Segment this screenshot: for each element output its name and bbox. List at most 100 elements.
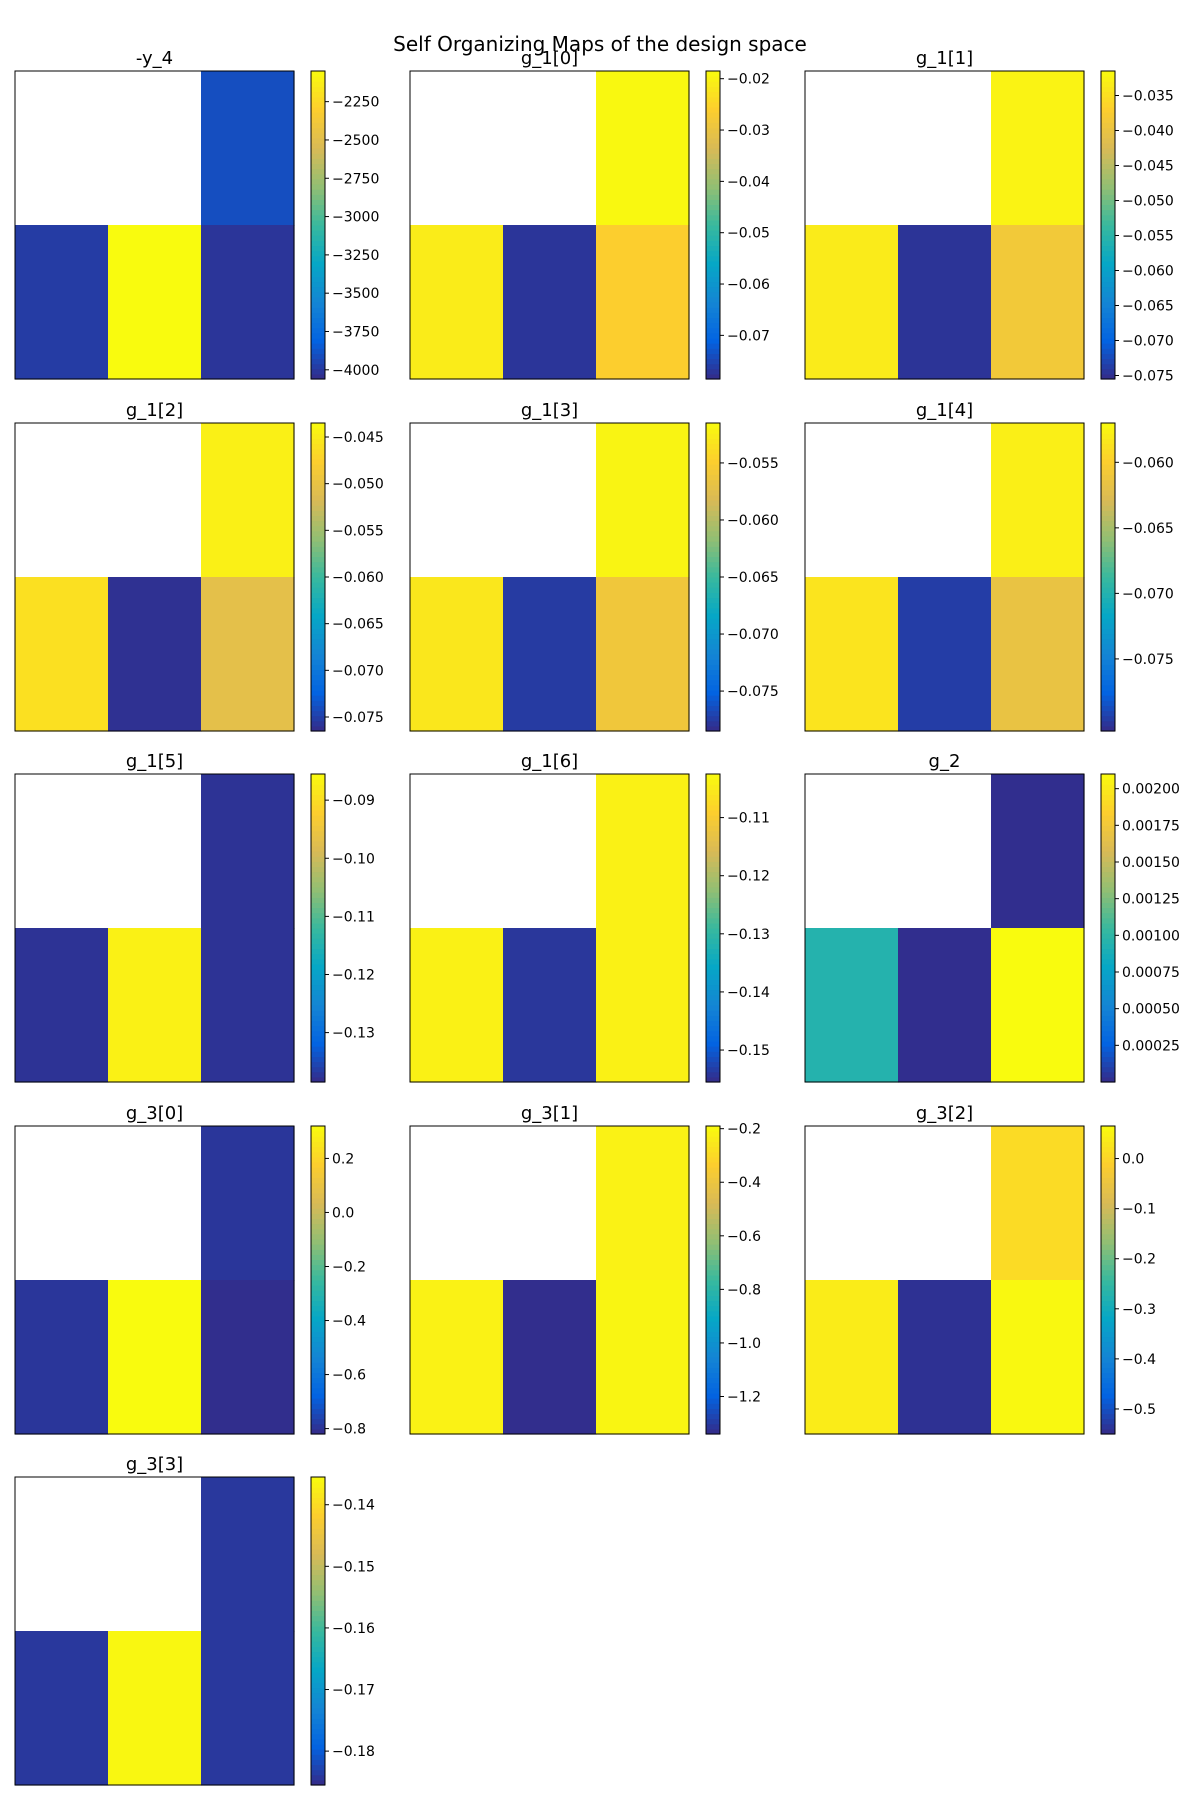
colorbar-segment xyxy=(706,1228,720,1235)
colorbar-segment xyxy=(706,804,720,811)
heatmap-cell xyxy=(201,71,295,226)
colorbar-segment xyxy=(1101,260,1115,267)
colorbar-segment xyxy=(311,530,325,537)
heatmap-panel: g_3[2] 0.0 −0.1 −0.2 −0.3 −0.4 −0.5 xyxy=(804,1103,1156,1435)
colorbar-segment xyxy=(311,556,325,563)
colorbar-segment xyxy=(1101,633,1115,640)
colorbar-segment xyxy=(1101,1326,1115,1332)
colorbar-segment xyxy=(706,546,720,552)
colorbar-segment xyxy=(706,725,720,732)
heatmap-cell xyxy=(991,225,1085,380)
colorbar-segment xyxy=(1101,856,1115,862)
colorbar-segment xyxy=(706,1264,720,1271)
colorbar-segment xyxy=(311,448,325,455)
colorbar-segment xyxy=(706,225,720,231)
colorbar-segment xyxy=(1101,571,1115,578)
colorbar-segment xyxy=(706,933,720,939)
colorbar-segment xyxy=(311,1197,325,1204)
colorbar-segment xyxy=(1101,363,1115,370)
colorbar-segment xyxy=(706,112,720,118)
colorbar-tick-label: −2250 xyxy=(332,95,379,111)
colorbar-segment xyxy=(311,871,325,878)
heatmap-frame xyxy=(804,422,1085,732)
colorbar-segment xyxy=(706,245,720,252)
colorbar-segment xyxy=(1101,994,1115,1001)
colorbar-segment xyxy=(706,260,720,267)
colorbar-segment xyxy=(311,922,325,929)
colorbar-segment xyxy=(311,153,325,159)
colorbar-segment xyxy=(311,1708,325,1714)
heatmap-cell xyxy=(410,1280,504,1435)
colorbar-segment xyxy=(311,163,325,170)
colorbar-segment xyxy=(1101,214,1115,221)
colorbar-tick-label: −0.05 xyxy=(727,226,770,242)
colorbar-tick-label: −0.055 xyxy=(727,456,779,472)
colorbar-segment xyxy=(311,453,325,460)
colorbar-segment xyxy=(311,225,325,231)
colorbar-segment xyxy=(311,1218,325,1225)
colorbar-segment xyxy=(311,948,325,955)
colorbar-segment xyxy=(706,1020,720,1027)
colorbar-segment xyxy=(1101,91,1115,98)
colorbar-tick-label: −0.2 xyxy=(1122,1252,1156,1268)
colorbar-segment xyxy=(706,1326,720,1332)
colorbar-segment xyxy=(311,912,325,919)
colorbar-tick-label: −0.075 xyxy=(1122,369,1174,385)
colorbar-tick-label: −0.17 xyxy=(332,1683,375,1699)
colorbar-segment xyxy=(706,474,720,481)
colorbar-tick-label: −0.15 xyxy=(727,1043,770,1059)
colorbar-segment xyxy=(706,881,720,888)
colorbar-segment xyxy=(1101,337,1115,344)
colorbar-segment xyxy=(706,153,720,159)
colorbar-segment xyxy=(1101,804,1115,811)
colorbar-tick-label: −0.065 xyxy=(332,617,384,633)
colorbar-segment xyxy=(1101,809,1115,816)
heatmap-cell xyxy=(201,1477,295,1632)
colorbar-segment xyxy=(1101,225,1115,231)
colorbar-segment xyxy=(706,948,720,955)
colorbar-segment xyxy=(311,856,325,862)
colorbar-segment xyxy=(311,989,325,996)
colorbar-segment xyxy=(1101,835,1115,842)
colorbar-segment xyxy=(311,1403,325,1409)
colorbar-segment xyxy=(1101,1046,1115,1052)
colorbar-segment xyxy=(311,561,325,568)
colorbar-segment xyxy=(706,587,720,593)
colorbar-segment xyxy=(1101,1351,1115,1358)
colorbar-segment xyxy=(1101,715,1115,722)
colorbar-segment xyxy=(311,1254,325,1261)
colorbar-segment xyxy=(706,1161,720,1168)
colorbar-segment xyxy=(706,1387,720,1394)
colorbar-segment xyxy=(311,1203,325,1209)
colorbar-segment xyxy=(706,774,720,780)
colorbar-segment xyxy=(706,684,720,691)
colorbar-segment xyxy=(311,1661,325,1668)
colorbar-segment xyxy=(706,1280,720,1286)
colorbar-tick-label: −0.075 xyxy=(727,684,779,700)
colorbar-segment xyxy=(1101,886,1115,893)
colorbar-segment xyxy=(1101,433,1115,439)
colorbar-segment xyxy=(1101,1051,1115,1057)
colorbar-tick-label: −0.070 xyxy=(727,627,779,643)
colorbar-segment xyxy=(706,953,720,960)
colorbar-segment xyxy=(311,1666,325,1673)
colorbar-segment xyxy=(706,1177,720,1184)
colorbar-segment xyxy=(311,276,325,283)
heatmap-panel: g_1[2]−0.045−0.050−0.055−0.060−0.065−0.0… xyxy=(14,400,384,732)
colorbar-segment xyxy=(1101,684,1115,691)
colorbar-segment xyxy=(706,715,720,722)
colorbar-segment xyxy=(1101,1218,1115,1225)
colorbar-segment xyxy=(311,830,325,837)
colorbar-segment xyxy=(706,1244,720,1250)
colorbar-segment xyxy=(706,1351,720,1358)
panel-title: -y_4 xyxy=(136,48,173,69)
colorbar-segment xyxy=(311,1367,325,1373)
colorbar-segment xyxy=(311,132,325,139)
colorbar-segment xyxy=(311,612,325,619)
colorbar-segment xyxy=(706,856,720,862)
colorbar-segment xyxy=(1101,489,1115,496)
colorbar-segment xyxy=(311,943,325,950)
colorbar-segment xyxy=(311,1315,325,1322)
colorbar-segment xyxy=(706,1136,720,1142)
colorbar-segment xyxy=(311,845,325,852)
